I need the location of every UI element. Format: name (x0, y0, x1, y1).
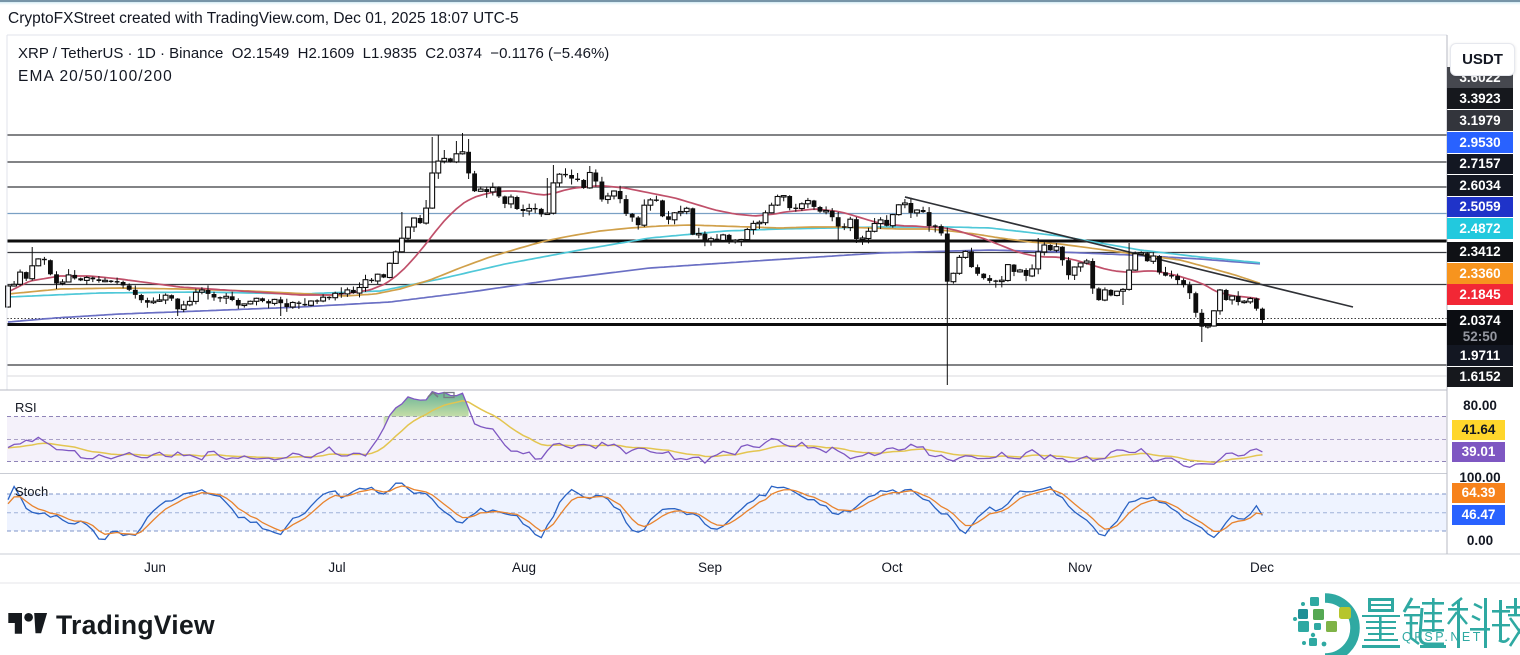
svg-text:TradingView: TradingView (56, 611, 215, 640)
